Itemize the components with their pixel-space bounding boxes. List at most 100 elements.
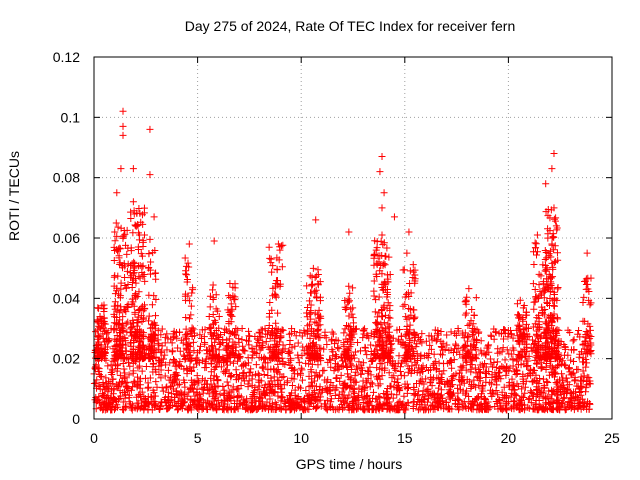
data-point [107, 361, 115, 369]
data-point [177, 402, 185, 410]
data-point [95, 395, 103, 403]
data-point [127, 261, 135, 269]
data-point [227, 300, 235, 308]
data-point [306, 320, 314, 328]
data-point [152, 368, 160, 376]
data-point [131, 310, 139, 318]
data-point [135, 288, 143, 296]
data-point [361, 343, 369, 351]
data-point [580, 372, 588, 380]
data-point [208, 384, 216, 392]
data-point [134, 364, 142, 372]
data-point [116, 292, 124, 300]
data-point [359, 399, 367, 407]
data-point [328, 335, 336, 343]
data-point [350, 351, 358, 359]
data-point [198, 326, 206, 334]
data-point [482, 350, 490, 358]
data-point [500, 326, 508, 334]
data-point [217, 340, 225, 348]
data-point [517, 396, 525, 404]
data-point [384, 353, 392, 361]
data-point [395, 352, 403, 360]
data-point [526, 394, 534, 402]
data-point [278, 354, 286, 362]
data-point [185, 315, 193, 323]
data-point [133, 222, 141, 230]
data-point [277, 394, 285, 402]
data-point [410, 337, 418, 345]
data-point [270, 366, 278, 374]
data-point [464, 322, 472, 330]
data-point [480, 394, 488, 402]
data-point [299, 406, 307, 414]
data-point [274, 240, 282, 248]
data-point [124, 280, 132, 288]
data-point [329, 382, 337, 390]
data-point [116, 244, 124, 252]
data-point [151, 331, 159, 339]
data-point [425, 349, 433, 357]
data-point [405, 329, 413, 337]
data-point [514, 321, 522, 329]
data-point [298, 366, 306, 374]
data-point [260, 355, 268, 363]
data-point [550, 215, 558, 223]
data-point [312, 216, 320, 224]
data-point [201, 340, 209, 348]
data-point [384, 384, 392, 392]
data-point [562, 362, 570, 370]
data-point [532, 240, 540, 248]
data-point [133, 292, 141, 300]
data-point [124, 303, 132, 311]
data-point [462, 351, 470, 359]
data-point [180, 376, 188, 384]
data-point [561, 351, 569, 359]
data-point [393, 378, 401, 386]
data-point [533, 251, 541, 259]
data-point [495, 368, 503, 376]
data-point [368, 380, 376, 388]
data-point [385, 369, 393, 377]
data-point [546, 330, 554, 338]
data-point [216, 331, 224, 339]
data-point [232, 366, 240, 374]
data-point [314, 266, 322, 274]
data-point [559, 383, 567, 391]
data-point [182, 267, 190, 275]
data-point [215, 324, 223, 332]
data-point [510, 397, 518, 405]
data-point [306, 272, 314, 280]
data-point [124, 318, 132, 326]
data-point [357, 370, 365, 378]
data-point [136, 391, 144, 399]
data-point [182, 314, 190, 321]
data-point [378, 372, 386, 380]
data-point [378, 283, 386, 291]
data-point [376, 365, 384, 373]
data-point [401, 340, 409, 348]
data-point [303, 303, 311, 311]
data-point [468, 400, 476, 408]
data-point [475, 405, 483, 413]
data-point [221, 325, 229, 333]
data-point [200, 399, 208, 407]
data-point [456, 381, 464, 389]
data-point [110, 319, 118, 327]
data-point [116, 387, 124, 395]
data-point [307, 307, 315, 315]
data-point [210, 237, 218, 245]
data-point [378, 204, 386, 212]
data-point [245, 341, 253, 349]
data-point [549, 388, 557, 396]
data-point [130, 207, 138, 215]
data-point [235, 375, 243, 383]
data-point [346, 289, 354, 297]
data-point [96, 385, 104, 393]
data-point [427, 373, 435, 381]
data-point [119, 398, 127, 406]
data-point [239, 361, 247, 369]
data-point [468, 327, 476, 335]
data-point [479, 387, 487, 395]
data-point [211, 363, 219, 371]
